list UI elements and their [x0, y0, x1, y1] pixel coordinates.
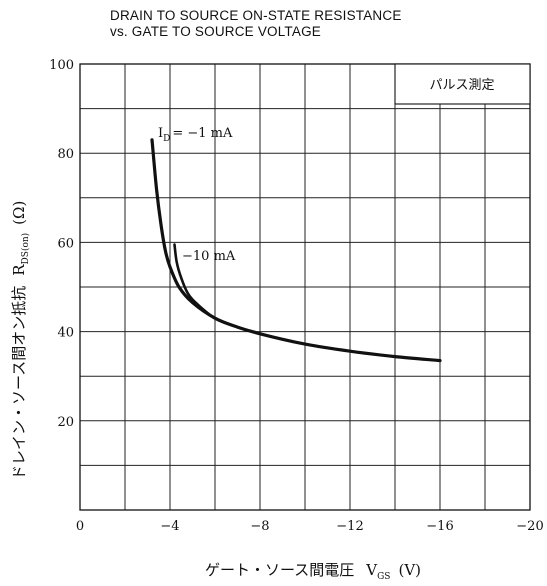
y-axis-label-r: R [10, 264, 28, 276]
chart-title-line1: DRAIN TO SOURCE ON-STATE RESISTANCE [110, 8, 402, 23]
grid [80, 64, 530, 510]
x-tick-label: −20 [516, 519, 543, 534]
x-tick-label: 0 [76, 519, 84, 534]
series-label-1ma-sub: D [163, 134, 170, 144]
x-tick-label: −4 [160, 519, 179, 534]
y-tick-label: 80 [57, 147, 74, 162]
x-axis-label-main: ゲート・ソース間電圧 [205, 561, 354, 579]
series [150, 138, 442, 363]
y-tick-label: 60 [57, 236, 74, 251]
y-axis-label-unit: (Ω) [10, 201, 28, 225]
x-tick-label: −12 [336, 519, 363, 534]
x-axis-label-unit: (V) [398, 561, 421, 579]
y-tick-label: 100 [49, 58, 74, 73]
y-axis-label-main: ドレイン・ソース間オン抵抗 [10, 286, 28, 480]
x-axis-label: ゲート・ソース間電圧 VGS (V) [205, 561, 421, 582]
series-label-10ma: −10 mA [182, 249, 236, 264]
chart-title-line2: vs. GATE TO SOURCE VOLTAGE [110, 24, 321, 39]
x-tick-labels: 0 −4 −8 −12 −16 −20 [76, 519, 544, 534]
y-tick-labels: 20 40 60 80 100 [49, 58, 74, 430]
note-box-frame [394, 63, 531, 105]
x-axis-label-sub: GS [377, 572, 390, 582]
x-tick-label: −16 [426, 519, 453, 534]
series-label-1ma-value: = −1 mA [172, 126, 233, 141]
chart-title: DRAIN TO SOURCE ON-STATE RESISTANCE vs. … [110, 8, 490, 40]
x-axis-label-v: V [365, 561, 378, 579]
y-tick-label: 20 [57, 415, 74, 430]
series-label-1ma-i: I [158, 126, 163, 141]
series-label-1ma: ID = −1 mA [158, 126, 233, 144]
note-text: パルス測定 [429, 78, 494, 93]
measurement-note-box: パルス測定 [394, 63, 531, 105]
y-axis-label-sub: DS(on) [20, 233, 31, 265]
y-tick-label: 40 [57, 326, 74, 341]
x-tick-label: −8 [250, 519, 269, 534]
y-axis-label: ドレイン・ソース間オン抵抗 RDS(on) (Ω) [10, 201, 31, 480]
plot-frame [79, 63, 531, 511]
series-line-1 [173, 243, 262, 335]
